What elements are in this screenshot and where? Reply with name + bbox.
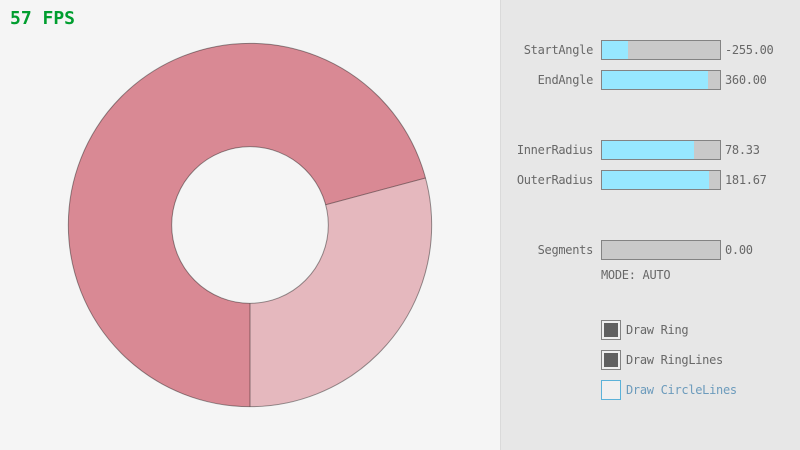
slider-row-innerradius: InnerRadius 78.33 <box>501 140 800 160</box>
slider-startangle[interactable] <box>601 40 721 60</box>
slider-fill-endangle <box>602 71 709 89</box>
slider-value-startangle: -255.00 <box>725 43 774 57</box>
ring-canvas <box>67 42 433 408</box>
slider-innerradius[interactable] <box>601 140 721 160</box>
slider-row-endangle: EndAngle 360.00 <box>501 70 800 90</box>
checkbox-draw-ringlines[interactable] <box>601 350 621 370</box>
slider-label-startangle: StartAngle <box>523 43 594 57</box>
checkbox-label-draw-ring: Draw Ring <box>626 323 689 337</box>
slider-endangle[interactable] <box>601 70 721 90</box>
mode-label: MODE: AUTO <box>601 268 671 282</box>
slider-row-startangle: StartAngle -255.00 <box>501 40 800 60</box>
ring-double-pass-segment <box>68 43 426 407</box>
slider-label-innerradius: InnerRadius <box>516 143 593 157</box>
outer-ring-line <box>67 42 433 408</box>
checkbox-label-draw-ringlines: Draw RingLines <box>626 353 723 367</box>
slider-fill-outerradius <box>602 171 710 189</box>
slider-label-outerradius: OuterRadius <box>516 173 593 187</box>
slider-value-endangle: 360.00 <box>725 73 767 87</box>
ring-sectors <box>68 43 432 407</box>
slider-value-innerradius: 78.33 <box>725 143 760 157</box>
checkbox-row-draw-ringlines: Draw RingLines <box>501 350 800 370</box>
checkbox-row-draw-ring: Draw Ring <box>501 320 800 340</box>
checkbox-draw-circlelines[interactable] <box>601 380 621 400</box>
checkbox-draw-ring[interactable] <box>601 320 621 340</box>
slider-value-outerradius: 181.67 <box>725 173 767 187</box>
checkbox-row-draw-circlelines: Draw CircleLines <box>501 380 800 400</box>
checkmark-icon <box>604 353 618 367</box>
slider-fill-innerradius <box>602 141 695 159</box>
fps-counter: 57 FPS <box>10 8 76 29</box>
slider-label-segments: Segments <box>537 243 594 257</box>
checkmark-icon <box>604 323 618 337</box>
ring-lines <box>67 42 433 408</box>
slider-fill-startangle <box>602 41 628 59</box>
ring-radial-line <box>325 177 426 206</box>
slider-outerradius[interactable] <box>601 170 721 190</box>
slider-value-segments: 0.00 <box>725 243 753 257</box>
slider-row-outerradius: OuterRadius 181.67 <box>501 170 800 190</box>
control-panel: StartAngle -255.00 EndAngle 360.00 InnerRadi… <box>500 0 800 450</box>
slider-label-endangle: EndAngle <box>537 73 594 87</box>
slider-segments[interactable] <box>601 240 721 260</box>
inner-ring-line <box>171 146 329 304</box>
slider-row-segments: Segments 0.00 <box>501 240 800 260</box>
ring-single-pass-segment <box>250 177 432 407</box>
checkbox-label-draw-circlelines: Draw CircleLines <box>626 383 737 397</box>
